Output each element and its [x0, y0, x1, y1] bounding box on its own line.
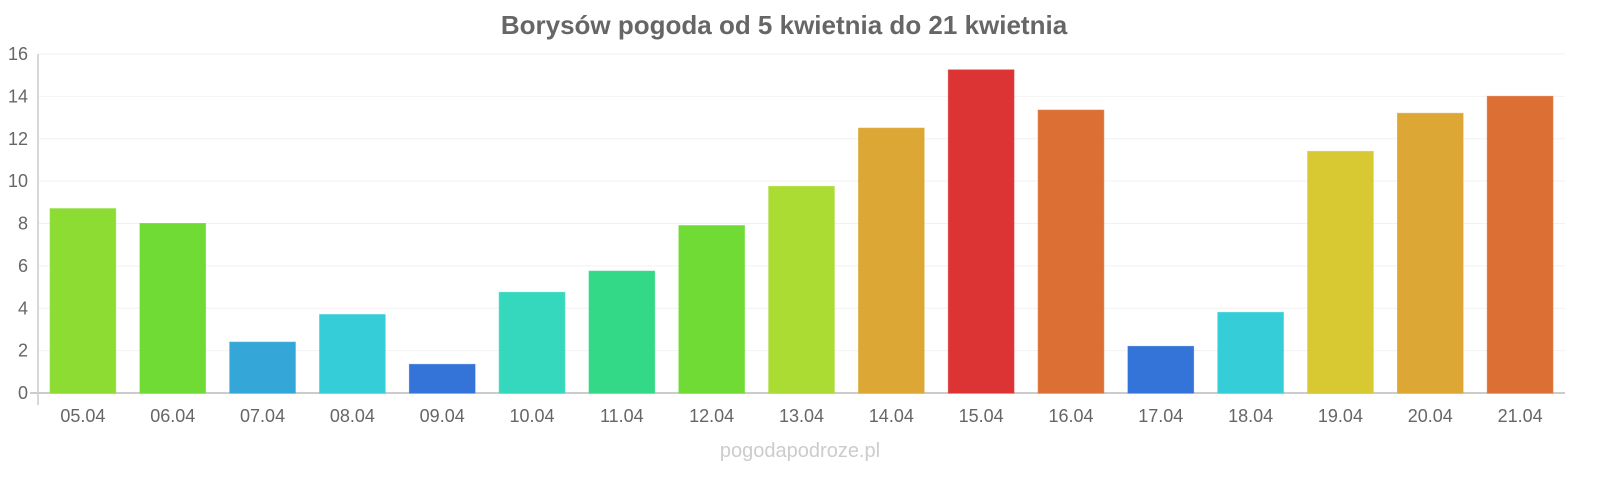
bar	[1486, 95, 1554, 394]
bar	[139, 223, 207, 394]
x-tick-label: 10.04	[510, 406, 555, 426]
x-tick-label: 20.04	[1408, 406, 1453, 426]
x-tick-label: 11.04	[600, 406, 644, 426]
bar	[319, 314, 386, 394]
bar	[498, 291, 566, 394]
y-tick-label: 12	[8, 129, 28, 149]
y-tick-label: 14	[8, 86, 28, 106]
bar-chart: 0 2 4 6 8 10 12 14 16 05.04 06.04 07.04 08.04 09.04 10…	[8, 44, 1565, 426]
bar	[1307, 150, 1374, 394]
chart-title: Borysów pogoda od 5 kwietnia do 21 kwiet…	[500, 10, 1068, 40]
y-tick-label: 0	[18, 383, 28, 403]
x-tick-label: 13.04	[779, 406, 824, 426]
x-tick-label: 15.04	[959, 406, 1004, 426]
x-tick-label: 08.04	[330, 406, 375, 426]
bar	[588, 270, 656, 394]
bar	[768, 185, 835, 394]
x-tick-label: 09.04	[420, 406, 465, 426]
x-tick-label: 19.04	[1318, 406, 1363, 426]
x-tick-label: 05.04	[60, 406, 105, 426]
x-tick-label: 21.04	[1498, 406, 1543, 426]
bar	[1396, 112, 1464, 394]
bar	[678, 225, 745, 394]
bar	[858, 127, 925, 394]
y-tick-label: 2	[18, 341, 28, 361]
x-tick-label: 17.04	[1138, 406, 1183, 426]
y-tick-label: 4	[18, 298, 28, 318]
bar	[49, 208, 117, 394]
y-tick-label: 16	[8, 44, 28, 64]
x-tick-label: 07.04	[240, 406, 285, 426]
y-tick-label: 6	[18, 256, 28, 276]
x-tick-label: 16.04	[1048, 406, 1093, 426]
bar	[947, 69, 1015, 394]
x-tick-label: 06.04	[150, 406, 195, 426]
x-tick-label: 18.04	[1228, 406, 1273, 426]
bar	[229, 341, 296, 394]
y-tick-label: 10	[8, 171, 28, 191]
y-tick-label: 8	[18, 214, 28, 234]
x-tick-label: 14.04	[869, 406, 914, 426]
bar	[1127, 345, 1195, 394]
bar	[1037, 109, 1105, 394]
x-tick-label: 12.04	[689, 406, 734, 426]
bar	[408, 363, 476, 394]
bar	[1217, 311, 1284, 394]
watermark-text: pogodapodroze.pl	[719, 440, 881, 462]
